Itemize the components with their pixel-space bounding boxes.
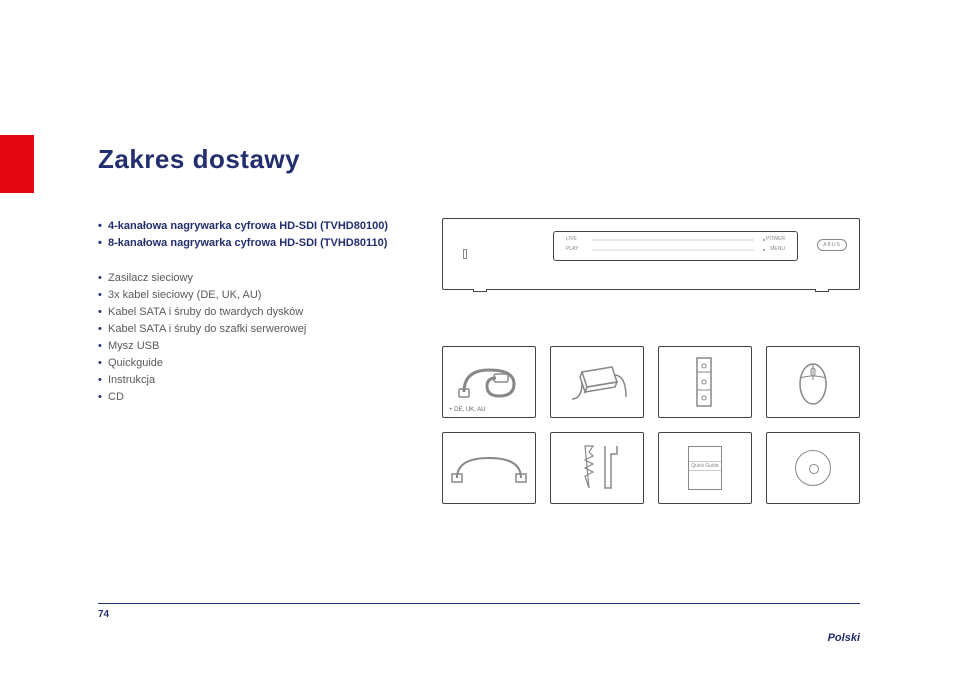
mouse-icon [788, 354, 838, 410]
list-item-text: Kabel SATA i śruby do twardych dysków [108, 304, 303, 321]
list-item-text: 4-kanałowa nagrywarka cyfrowa HD-SDI (TV… [108, 218, 388, 235]
sata-cable-icon [449, 448, 529, 488]
plain-list-item: •Kabel SATA i śruby do twardych dysków [98, 304, 403, 321]
thumb-mouse [766, 346, 860, 418]
bullet-icon: • [98, 304, 108, 321]
thumb-power-cable: + DE, UK, AU [442, 346, 536, 418]
bullet-icon: • [98, 338, 108, 355]
usb-slot-icon [463, 249, 467, 259]
bullet-icon: • [98, 389, 108, 406]
plain-list-item: •Quickguide [98, 355, 403, 372]
list-item-text: 8-kanałowa nagrywarka cyfrowa HD-SDI (TV… [108, 235, 387, 252]
list-item-text: Quickguide [108, 355, 163, 372]
bullet-icon: • [98, 355, 108, 372]
dvr-front-panel: LIVE PLAY POWER MENU [553, 231, 798, 261]
thumb-sata-cable [442, 432, 536, 504]
thumb-bracket [658, 346, 752, 418]
thumb-caption: + DE, UK, AU [449, 407, 486, 413]
bold-item-list: •4-kanałowa nagrywarka cyfrowa HD-SDI (T… [98, 218, 403, 252]
contents-list: •4-kanałowa nagrywarka cyfrowa HD-SDI (T… [98, 218, 403, 406]
plain-list-item: •3x kabel sieciowy (DE, UK, AU) [98, 287, 403, 304]
bracket-icon [685, 354, 725, 410]
thumb-cd [766, 432, 860, 504]
dvr-panel-lines-icon [554, 232, 799, 262]
plain-list-item: •Zasilacz sieciowy [98, 270, 403, 287]
footer-rule [98, 603, 860, 604]
screws-icon [567, 440, 627, 496]
thumb-quick-guide [658, 432, 752, 504]
list-item-text: Instrukcja [108, 372, 155, 389]
plain-list-item: •Instrukcja [98, 372, 403, 389]
thumbnail-row [442, 432, 860, 504]
bold-list-item: •8-kanałowa nagrywarka cyfrowa HD-SDI (T… [98, 235, 403, 252]
thumb-screws [550, 432, 644, 504]
cd-icon [795, 450, 831, 486]
page-title: Zakres dostawy [98, 144, 300, 175]
quick-guide-icon [688, 446, 722, 490]
bullet-icon: • [98, 218, 108, 235]
bullet-icon: • [98, 235, 108, 252]
document-page: Zakres dostawy •4-kanałowa nagrywarka cy… [0, 0, 954, 673]
list-item-text: CD [108, 389, 124, 406]
power-adapter-icon [562, 357, 632, 407]
plain-list-item: •Kabel SATA i śruby do szafki serwerowej [98, 321, 403, 338]
plain-list-item: •CD [98, 389, 403, 406]
list-item-text: Mysz USB [108, 338, 159, 355]
side-red-tab [0, 135, 34, 193]
thumbnail-row: + DE, UK, AU [442, 346, 860, 418]
device-foot-icon [473, 289, 487, 292]
bold-list-item: •4-kanałowa nagrywarka cyfrowa HD-SDI (T… [98, 218, 403, 235]
power-cable-icon [454, 362, 524, 402]
bullet-icon: • [98, 287, 108, 304]
plain-item-list: •Zasilacz sieciowy•3x kabel sieciowy (DE… [98, 270, 403, 406]
list-item-text: 3x kabel sieciowy (DE, UK, AU) [108, 287, 261, 304]
brand-logo: ABUS [817, 239, 847, 251]
bullet-icon: • [98, 372, 108, 389]
device-foot-icon [815, 289, 829, 292]
plain-list-item: •Mysz USB [98, 338, 403, 355]
language-label: Polski [828, 632, 860, 644]
list-item-text: Kabel SATA i śruby do szafki serwerowej [108, 321, 306, 338]
bullet-icon: • [98, 270, 108, 287]
thumb-power-adapter [550, 346, 644, 418]
dvr-device-figure: LIVE PLAY POWER MENU ABUS [442, 218, 860, 290]
page-number: 74 [98, 609, 109, 620]
list-item-text: Zasilacz sieciowy [108, 270, 193, 287]
bullet-icon: • [98, 321, 108, 338]
